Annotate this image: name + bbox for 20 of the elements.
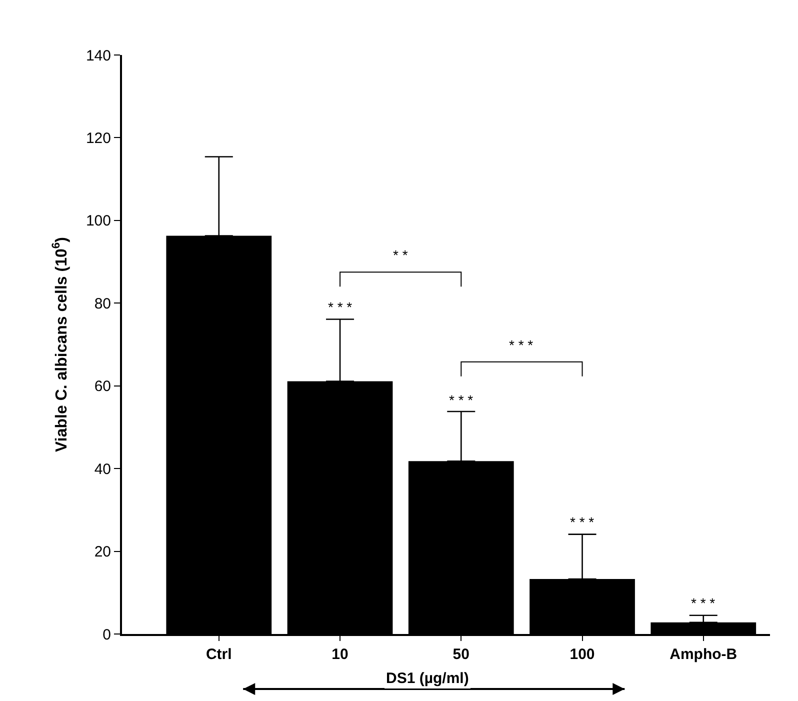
y-tick-label: 100 xyxy=(86,212,111,230)
annotation: * * * xyxy=(509,337,534,353)
y-tick-label: 60 xyxy=(94,378,111,396)
x-tick-label: Ctrl xyxy=(206,646,232,663)
x-tick-label: 10 xyxy=(332,646,348,663)
y-tick-label: 140 xyxy=(86,47,111,64)
annotation: * * * xyxy=(691,595,716,611)
annotation: * * * xyxy=(328,299,353,315)
x-tick-label: Ampho-B xyxy=(670,646,738,663)
text: DS1 (µg/ml) xyxy=(386,670,469,687)
y-tick-label: 20 xyxy=(94,544,111,561)
annotation: * * xyxy=(393,247,408,263)
annotation: * * * xyxy=(570,514,595,530)
annotation: * * * xyxy=(449,392,474,408)
y-tick-label: 0 xyxy=(102,626,111,644)
x-tick-label: 50 xyxy=(452,646,470,663)
y-tick-label: 120 xyxy=(86,130,111,147)
y-tick-label: 40 xyxy=(94,460,111,478)
x-tick-label: 100 xyxy=(570,646,595,663)
y-tick-label: 80 xyxy=(94,295,111,312)
